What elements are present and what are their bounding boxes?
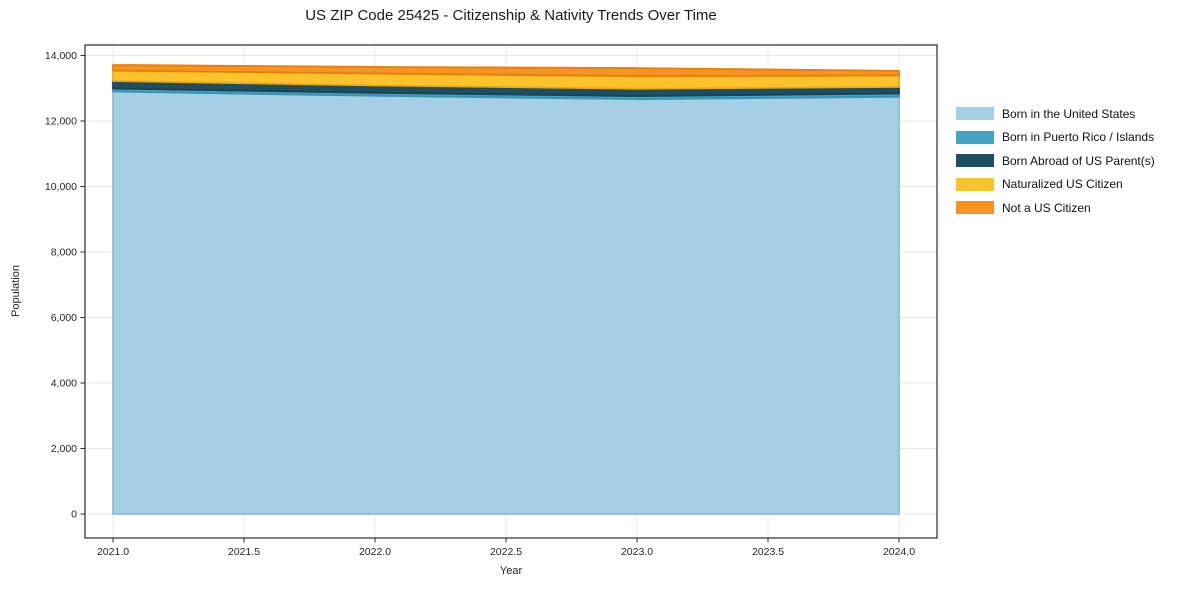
legend-swatch	[956, 107, 994, 121]
x-tick-label: 2021.0	[97, 546, 129, 558]
x-axis-label: Year	[499, 565, 523, 577]
y-tick-label: 4,000	[51, 377, 77, 389]
legend-label: Born Abroad of US Parent(s)	[1002, 153, 1155, 168]
legend-item: Born in Puerto Rico / Islands	[956, 126, 1155, 150]
legend-item: Naturalized US Citizen	[956, 173, 1155, 197]
y-tick-label: 0	[71, 508, 77, 520]
legend-label: Born in Puerto Rico / Islands	[1002, 130, 1155, 145]
x-tick-label: 2024.0	[883, 546, 915, 558]
legend-swatch	[956, 130, 994, 144]
x-tick-label: 2023.5	[752, 546, 784, 558]
x-tick-label: 2022.0	[359, 546, 391, 558]
legend-label: Not a US Citizen	[1002, 200, 1091, 215]
y-tick-label: 12,000	[45, 115, 77, 127]
area-band-1	[112, 90, 900, 515]
y-axis-label: Population	[10, 265, 22, 317]
y-tick-label: 8,000	[51, 246, 77, 258]
x-tick-label: 2021.5	[228, 546, 260, 558]
x-tick-label: 2022.5	[490, 546, 522, 558]
legend-swatch	[956, 201, 994, 215]
legend-swatch	[956, 177, 994, 191]
x-tick-label: 2023.0	[621, 546, 653, 558]
legend-swatch	[956, 154, 994, 168]
legend-label: Naturalized US Citizen	[1002, 177, 1123, 192]
tick-labels: 2021.0 2021.5 2022.0 2022.5 2023.0 2023.5 2024…	[45, 50, 915, 558]
y-tick-label: 10,000	[45, 181, 77, 193]
chart-title: US ZIP Code 25425 - Citizenship & Nativi…	[305, 7, 717, 24]
area-band-5	[112, 64, 900, 78]
legend-item: Born in the United States	[956, 102, 1155, 126]
legend-label: Born in the United States	[1002, 106, 1136, 121]
axis-ticks	[80, 54, 900, 543]
y-tick-label: 2,000	[51, 443, 77, 455]
y-tick-label: 6,000	[51, 312, 77, 324]
legend: Born in the United States Born in Puerto …	[956, 102, 1155, 220]
plot-border	[84, 44, 938, 539]
legend-item: Born Abroad of US Parent(s)	[956, 149, 1155, 173]
legend-item: Not a US Citizen	[956, 196, 1155, 220]
y-tick-label: 14,000	[45, 50, 77, 62]
